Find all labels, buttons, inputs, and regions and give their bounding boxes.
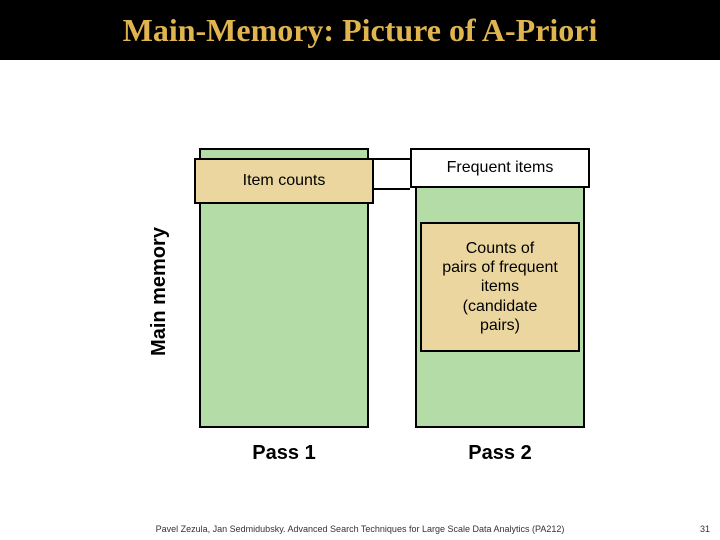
- connector-line-top: [374, 158, 410, 160]
- item-counts-box: Item counts: [194, 158, 374, 204]
- candidate-pairs-label: Counts of pairs of frequent items (candi…: [442, 239, 558, 335]
- candidate-pairs-box: Counts of pairs of frequent items (candi…: [420, 222, 580, 352]
- item-counts-label: Item counts: [243, 171, 326, 190]
- title-bar: Main-Memory: Picture of A-Priori: [0, 0, 720, 60]
- pass1-label: Pass 1: [199, 442, 369, 465]
- footer-citation: Pavel Zezula, Jan Sedmidubsky. Advanced …: [0, 524, 720, 534]
- frequent-items-box: Frequent items: [410, 148, 590, 188]
- connector-line-bottom: [374, 188, 410, 190]
- page-number: 31: [700, 524, 710, 534]
- frequent-items-label: Frequent items: [447, 158, 554, 177]
- slide-title: Main-Memory: Picture of A-Priori: [123, 12, 598, 49]
- pass2-label: Pass 2: [415, 442, 585, 465]
- y-axis-label: Main memory: [148, 227, 171, 356]
